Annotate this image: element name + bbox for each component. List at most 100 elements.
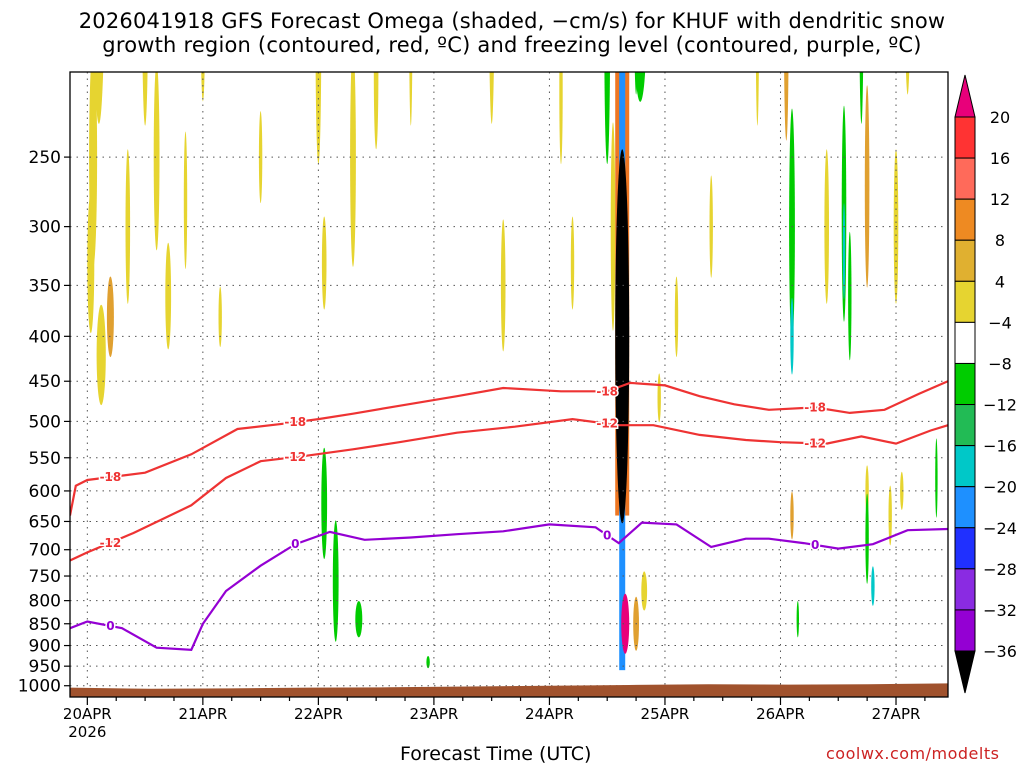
omega-shade-blob-40 (790, 491, 794, 540)
omega-shade-blob-55 (900, 471, 904, 510)
colorbar-box-8 (954, 445, 976, 488)
contour-layer: -18 -18 -18 -18 -12 -12 -12 -12 0 0 0 0 (70, 380, 948, 651)
x-tick-label-4: 24APR (525, 705, 574, 723)
omega-shade-blob-33 (657, 373, 661, 423)
x-year-label: 2026 (68, 723, 106, 741)
omega-shade-blob-13 (315, 72, 322, 164)
omega-shade-blob-52 (871, 566, 875, 606)
omega-shade-blob-23 (500, 219, 506, 352)
omega-shade-blob-6 (142, 72, 148, 126)
x-tick-label-6: 26APR (756, 705, 805, 723)
x-tick-label-1: 21APR (178, 705, 227, 723)
colorbar-label-9: −20 (983, 478, 1017, 497)
colorbar-label-1: 16 (990, 149, 1010, 168)
contour-label-0-1: -18 (284, 415, 306, 429)
contour-label-0-3: -18 (804, 400, 826, 414)
omega-shade-blob-28 (604, 72, 610, 164)
y-tick-label-15: 1000 (18, 677, 61, 697)
omega-shade-blob-47 (859, 72, 864, 124)
colorbar-box-6 (954, 362, 976, 406)
contour-label-2-3: 0 (811, 538, 819, 552)
colorbar-label-13: −36 (983, 642, 1017, 661)
omega-shade-blob-10 (201, 72, 205, 102)
y-tick-label-13: 900 (29, 637, 61, 657)
omega-shade-blob-2 (87, 192, 95, 334)
omega-shade-blob-42 (824, 149, 829, 304)
omega-shading-layer (87, 0, 938, 671)
surface-ground-fill (70, 683, 948, 697)
omega-shade-blob-25 (559, 72, 563, 165)
omega-shade-blob-58 (923, 0, 926, 67)
colorbar-box-3 (954, 239, 976, 282)
colorbar-box-1 (954, 157, 976, 200)
y-tick-label-12: 850 (29, 615, 61, 635)
surface-ground-layer (70, 683, 948, 697)
colorbar-box-4 (954, 280, 976, 323)
colorbar-box-5 (954, 321, 976, 364)
omega-shade-blob-20 (409, 72, 413, 126)
contour-line-2 (70, 521, 948, 651)
colorbar-box-9 (954, 486, 976, 529)
y-tick-label-1: 300 (29, 218, 61, 238)
omega-shade-blob-48 (864, 85, 870, 288)
colorbar-label-11: −28 (983, 560, 1017, 579)
colorbar-label-8: −16 (983, 437, 1017, 456)
omega-shade-blob-26 (570, 216, 575, 310)
x-tick-label-7: 27APR (872, 705, 921, 723)
omega-shade-blob-36 (755, 72, 759, 126)
contour-label-1-1: -12 (284, 450, 306, 464)
y-tick-label-6: 550 (29, 449, 61, 469)
omega-shade-blob-7 (153, 72, 160, 251)
colorbar-label-0: 20 (990, 108, 1010, 127)
x-tick-label-0: 20APR (63, 705, 112, 723)
omega-shade-blob-11 (218, 286, 222, 347)
colorbar-box-10 (954, 527, 976, 570)
omega-shade-blob-19 (373, 72, 379, 150)
y-axis: 2503003504004505005506006507007508008509… (18, 148, 70, 697)
omega-shade-blob-0 (94, 72, 104, 124)
colorbar-top-arrow (954, 74, 976, 118)
contour-label-2-2: 0 (603, 528, 611, 542)
omega-shade-blob-37 (784, 72, 789, 141)
contour-label-1-3: -12 (804, 436, 826, 450)
contour-label-2-1: 0 (291, 537, 299, 551)
omega-shade-blob-16 (332, 520, 339, 642)
y-tick-label-7: 600 (29, 482, 61, 502)
omega-shade-blob-43 (837, 0, 840, 67)
colorbar-box-11 (954, 568, 976, 611)
y-tick-label-9: 700 (29, 541, 61, 561)
contour-line-0 (70, 380, 948, 516)
plot-frame (69, 71, 949, 698)
x-axis-title: Forecast Time (UTC) (400, 743, 592, 765)
omega-shade-blob-5 (125, 149, 131, 304)
y-tick-label-3: 400 (29, 327, 61, 347)
y-tick-label-11: 800 (29, 592, 61, 612)
x-tick-label-2: 22APR (294, 705, 343, 723)
y-tick-label-8: 650 (29, 512, 61, 532)
y-tick-label-10: 750 (29, 567, 61, 587)
contour-label-0-2: -18 (596, 384, 618, 398)
omega-column-green (635, 72, 646, 102)
omega-shade-blob-4 (106, 276, 114, 358)
site-credit: coolwx.com/modelts (826, 744, 1000, 763)
contour-label-2-0: 0 (106, 619, 114, 633)
omega-shade-blob-17 (355, 601, 363, 638)
omega-shade-blob-59 (935, 438, 938, 518)
colorbar-label-5: −4 (988, 313, 1012, 332)
y-tick-label-14: 950 (29, 657, 61, 677)
colorbar-label-3: 8 (995, 231, 1005, 250)
grid-lines (70, 72, 948, 697)
omega-shade-blob-35 (709, 175, 713, 278)
contour-line-1 (70, 417, 948, 562)
y-tick-label-5: 500 (29, 412, 61, 432)
omega-shade-blob-22 (489, 72, 494, 124)
contour-label-0-0: -18 (100, 470, 122, 484)
omega-shade-blob-27 (577, 0, 580, 40)
omega-shade-blob-21 (426, 656, 430, 669)
omega-shade-blob-56 (905, 72, 910, 95)
colorbar-label-10: −24 (983, 519, 1017, 538)
omega-shade-blob-24 (536, 0, 539, 67)
colorbar-box-2 (954, 198, 976, 241)
